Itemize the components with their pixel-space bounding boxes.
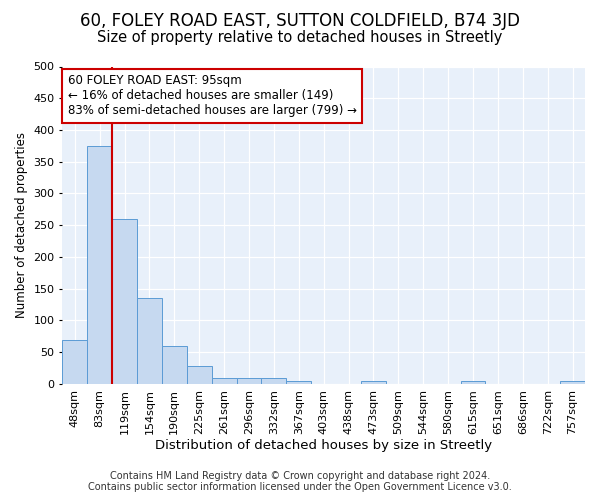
Bar	[212, 378, 236, 384]
Bar	[187, 366, 212, 384]
Bar	[236, 378, 262, 384]
X-axis label: Distribution of detached houses by size in Streetly: Distribution of detached houses by size …	[155, 440, 492, 452]
Bar	[262, 378, 286, 384]
Text: 60 FOLEY ROAD EAST: 95sqm
← 16% of detached houses are smaller (149)
83% of semi: 60 FOLEY ROAD EAST: 95sqm ← 16% of detac…	[68, 74, 356, 118]
Bar	[461, 382, 485, 384]
Y-axis label: Number of detached properties: Number of detached properties	[15, 132, 28, 318]
Bar	[137, 298, 162, 384]
Bar	[112, 219, 137, 384]
Text: 60, FOLEY ROAD EAST, SUTTON COLDFIELD, B74 3JD: 60, FOLEY ROAD EAST, SUTTON COLDFIELD, B…	[80, 12, 520, 30]
Bar	[361, 381, 386, 384]
Text: Size of property relative to detached houses in Streetly: Size of property relative to detached ho…	[97, 30, 503, 45]
Bar	[62, 340, 87, 384]
Bar	[560, 382, 585, 384]
Bar	[162, 346, 187, 384]
Bar	[286, 381, 311, 384]
Text: Contains HM Land Registry data © Crown copyright and database right 2024.
Contai: Contains HM Land Registry data © Crown c…	[88, 471, 512, 492]
Bar	[87, 146, 112, 384]
